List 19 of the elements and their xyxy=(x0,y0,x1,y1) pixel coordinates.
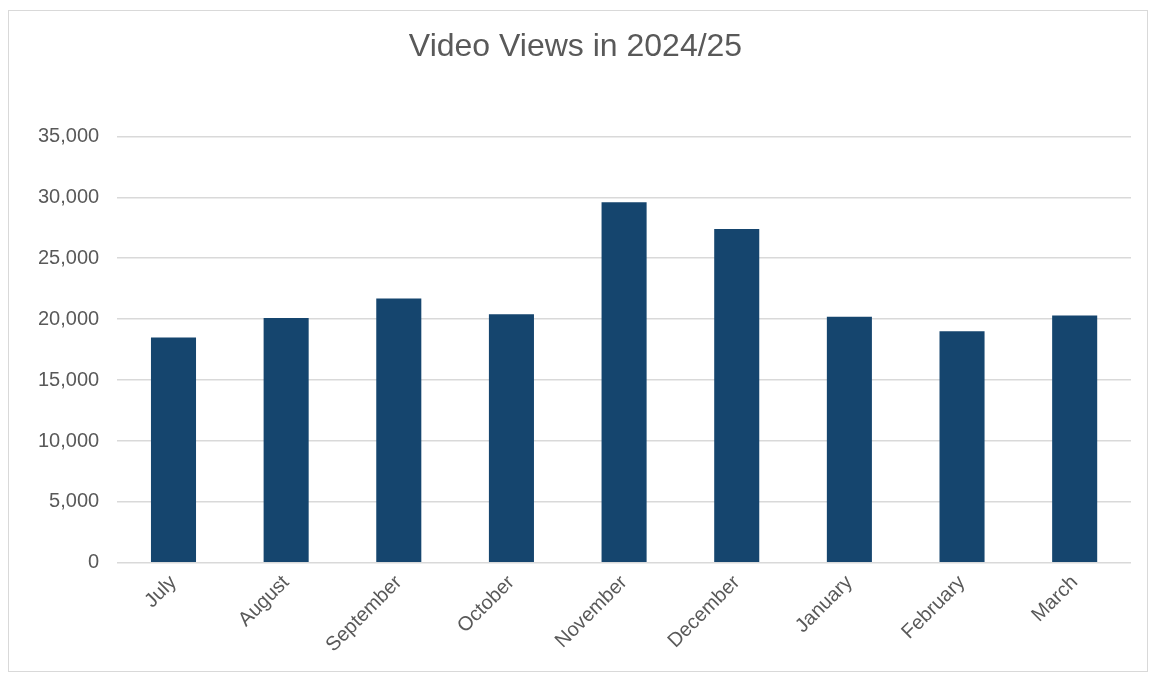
y-tick-label: 35,000 xyxy=(38,123,100,146)
y-tick-label: 0 xyxy=(88,550,100,573)
bar xyxy=(714,229,760,563)
y-tick-label: 20,000 xyxy=(38,306,100,329)
bar xyxy=(488,314,534,563)
bar xyxy=(263,317,309,563)
bar xyxy=(1052,315,1098,563)
y-tick-label: 30,000 xyxy=(38,184,100,207)
bar xyxy=(826,316,872,563)
bar xyxy=(601,202,647,563)
y-tick-label: 5,000 xyxy=(49,489,100,512)
bar xyxy=(939,331,985,563)
bar xyxy=(376,298,422,563)
y-tick-label: 25,000 xyxy=(38,245,100,268)
y-tick-label: 15,000 xyxy=(38,367,100,390)
chart-title: Video Views in 2024/25 xyxy=(408,27,743,64)
x-tick-label: July xyxy=(139,570,181,612)
y-tick-label: 10,000 xyxy=(38,428,100,451)
bar xyxy=(150,337,197,563)
